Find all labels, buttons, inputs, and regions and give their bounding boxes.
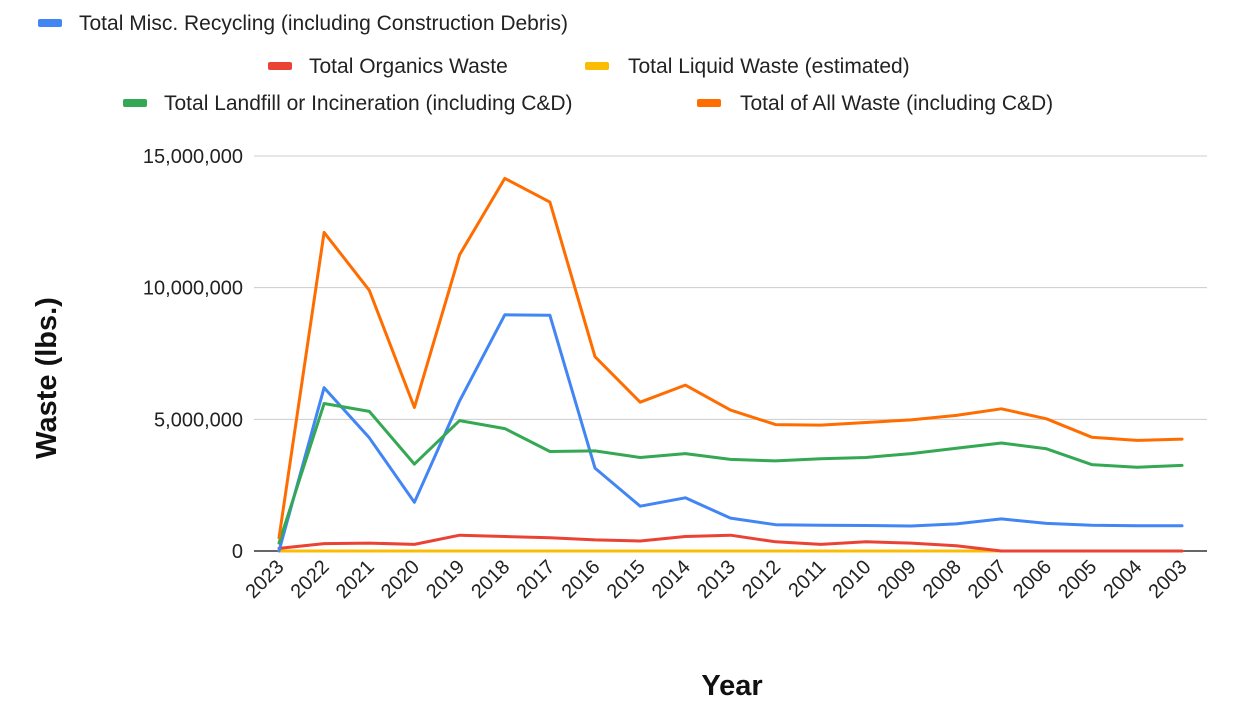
- x-tick-label-2015: 2015: [603, 556, 650, 603]
- series-line-misc-recycling[interactable]: [277, 313, 1184, 553]
- y-tick-label-2: 10,000,000: [143, 278, 243, 300]
- x-tick-label-2004: 2004: [1099, 556, 1146, 603]
- legend-label-landfill: Total Landfill or Incineration (includin…: [164, 92, 573, 115]
- y-tick-label-0: 0: [232, 541, 243, 563]
- x-tick-label-2011: 2011: [784, 556, 830, 602]
- legend-item-misc-recycling[interactable]: Total Misc. Recycling (including Constru…: [38, 12, 568, 35]
- series-line-landfill[interactable]: [277, 402, 1184, 545]
- series-line-all-waste[interactable]: [277, 176, 1184, 540]
- legend-label-organics: Total Organics Waste: [309, 55, 508, 78]
- x-axis-title: Year: [701, 670, 762, 702]
- x-tick-label-2008: 2008: [919, 556, 966, 603]
- x-tick-label-2016: 2016: [558, 556, 605, 603]
- legend-item-liquid[interactable]: Total Liquid Waste (estimated): [585, 55, 910, 78]
- legend-label-liquid: Total Liquid Waste (estimated): [628, 55, 910, 78]
- x-tick-label-2006: 2006: [1009, 556, 1056, 603]
- x-tick-label-2003: 2003: [1145, 556, 1192, 603]
- legend-label-all-waste: Total of All Waste (including C&D): [740, 92, 1053, 115]
- series-all-waste: [277, 176, 1184, 540]
- x-tick-label-2018: 2018: [467, 556, 514, 603]
- x-tick-label-2017: 2017: [512, 556, 559, 603]
- x-tick-label-2020: 2020: [377, 556, 424, 603]
- x-axis-ticks: 2023202220212020201920182017201620152014…: [242, 556, 1192, 603]
- legend-swatch-all-waste: [697, 99, 721, 107]
- series-organics: [277, 533, 1184, 553]
- legend-swatch-organics: [268, 62, 292, 70]
- x-tick-label-2021: 2021: [332, 556, 379, 603]
- x-tick-label-2019: 2019: [422, 556, 469, 603]
- series-misc-recycling: [277, 313, 1184, 553]
- y-axis-ticks: 0 5,000,000 10,000,000 15,000,000: [143, 146, 243, 563]
- x-tick-label-2005: 2005: [1054, 556, 1101, 603]
- series-lines: [277, 176, 1184, 553]
- legend-swatch-landfill: [123, 99, 147, 107]
- legend-item-all-waste[interactable]: Total of All Waste (including C&D): [697, 92, 1053, 115]
- x-tick-label-2014: 2014: [648, 556, 695, 603]
- legend-label-misc-recycling: Total Misc. Recycling (including Constru…: [79, 12, 568, 35]
- legend: Total Misc. Recycling (including Constru…: [38, 12, 1053, 115]
- legend-item-landfill[interactable]: Total Landfill or Incineration (includin…: [123, 92, 573, 115]
- series-line-organics[interactable]: [277, 533, 1184, 553]
- legend-swatch-liquid: [585, 62, 609, 70]
- y-axis-title: Waste (lbs.): [31, 297, 63, 459]
- series-landfill: [277, 402, 1184, 545]
- x-tick-label-2007: 2007: [964, 556, 1011, 603]
- x-tick-label-2009: 2009: [874, 556, 921, 603]
- gridlines: [254, 155, 1207, 552]
- legend-swatch-misc-recycling: [38, 19, 62, 27]
- y-tick-label-1: 5,000,000: [154, 409, 243, 431]
- x-tick-label-2010: 2010: [828, 556, 875, 603]
- y-tick-label-3: 15,000,000: [143, 146, 243, 168]
- x-tick-label-2022: 2022: [287, 556, 334, 603]
- legend-item-organics[interactable]: Total Organics Waste: [268, 55, 508, 78]
- x-tick-label-2023: 2023: [242, 556, 289, 603]
- x-tick-label-2012: 2012: [738, 556, 785, 603]
- x-tick-label-2013: 2013: [693, 556, 740, 603]
